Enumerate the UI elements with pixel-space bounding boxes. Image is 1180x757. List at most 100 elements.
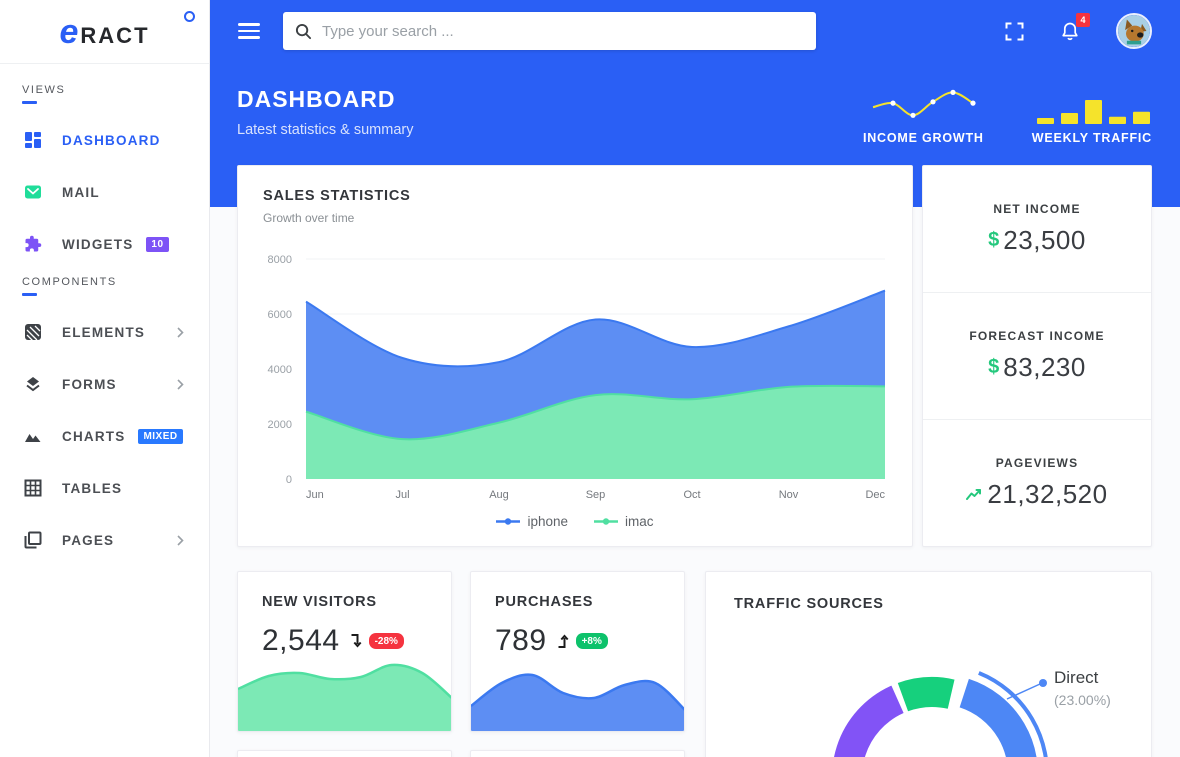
next-row-card	[237, 750, 452, 757]
notifications-button[interactable]: 4	[1060, 12, 1090, 42]
weekly-traffic-widget[interactable]: WEEKLY TRAFFIC	[1032, 84, 1152, 145]
donut-annotation-label: Direct (23.00%)	[1054, 668, 1111, 708]
topbar: 4	[210, 0, 1180, 62]
new-visitors-value: 2,544	[262, 624, 340, 657]
sidebar-nav: VIEWS DASHBOARD MAIL	[0, 64, 209, 566]
forecast-income-value: 83,230	[1003, 352, 1086, 382]
chevron-right-icon	[177, 535, 184, 546]
sales-card-subtitle: Growth over time	[263, 211, 355, 225]
trending-up-icon	[966, 489, 982, 500]
net-income-label: NET INCOME	[993, 202, 1081, 216]
net-income-value: 23,500	[1003, 225, 1086, 255]
hamburger-menu-icon[interactable]	[238, 19, 260, 43]
next-row-card	[470, 750, 685, 757]
mail-icon	[25, 185, 41, 199]
new-visitors-title: NEW VISITORS	[262, 594, 377, 610]
page-title: DASHBOARD	[237, 86, 396, 112]
visitors-change-badge: -28%	[368, 633, 404, 649]
dollar-sign: $	[988, 356, 1000, 378]
sidebar-item-label: FORMS	[62, 376, 117, 392]
sales-statistics-card: SALES STATISTICS Growth over time 0 2000 4…	[237, 165, 913, 547]
logo-row: e RACT	[0, 0, 209, 64]
sidebar-item-label: CHARTS	[62, 428, 126, 444]
new-visitors-card: NEW VISITORS 2,544 -28%	[237, 571, 452, 732]
sales-card-title: SALES STATISTICS	[263, 188, 411, 204]
donut-segment-percent: (23.00%)	[1054, 692, 1111, 708]
brand-logo[interactable]: e RACT	[59, 15, 149, 49]
sidebar-item-elements[interactable]: ELEMENTS	[0, 306, 209, 358]
notification-count-badge: 4	[1076, 12, 1090, 27]
legend-item-imac[interactable]: imac	[594, 514, 654, 529]
mountain-chart-icon	[25, 434, 41, 442]
svg-text:Aug: Aug	[489, 489, 509, 501]
fullscreen-icon	[1005, 22, 1024, 40]
legend-marker-green	[594, 518, 619, 525]
weekly-traffic-barchart	[1036, 100, 1150, 124]
sidebar-item-widgets[interactable]: WIDGETS 10	[0, 218, 209, 270]
fullscreen-button[interactable]	[1005, 22, 1024, 41]
svg-text:Nov: Nov	[779, 489, 799, 501]
net-income-stat: NET INCOME $ 23,500	[923, 166, 1151, 292]
purchases-card: PURCHASES 789 +8%	[470, 571, 685, 732]
sidebar-item-label: PAGES	[62, 532, 115, 548]
income-growth-label: INCOME GROWTH	[862, 131, 984, 145]
sidebar-item-label: DASHBOARD	[62, 132, 161, 148]
visitors-area-sparkline	[238, 663, 451, 731]
dollar-sign: $	[988, 229, 1000, 251]
pageviews-label: PAGEVIEWS	[995, 456, 1079, 470]
sidebar: e RACT VIEWS DASHBOARD	[0, 0, 210, 757]
purchases-area-sparkline	[471, 673, 684, 731]
pageviews-stat: PAGEVIEWS 21,32,520	[923, 419, 1151, 546]
chevron-right-icon	[177, 327, 184, 338]
sidebar-item-dashboard[interactable]: DASHBOARD	[0, 114, 209, 166]
legend-marker-blue	[496, 518, 521, 525]
nav-section-views-label: VIEWS	[22, 84, 66, 96]
svg-text:Oct: Oct	[683, 489, 700, 501]
svg-text:Dec: Dec	[865, 489, 885, 501]
puzzle-icon	[25, 235, 42, 252]
charts-mixed-badge: MIXED	[138, 428, 183, 444]
income-growth-widget[interactable]: INCOME GROWTH	[863, 84, 984, 145]
svg-text:6000: 6000	[268, 309, 292, 321]
arrow-turn-down-icon	[350, 633, 363, 649]
nav-section-components-label: COMPONENTS	[22, 276, 117, 288]
svg-text:Jul: Jul	[395, 489, 409, 501]
search-input[interactable]	[322, 22, 804, 40]
legend-label: iphone	[527, 514, 569, 529]
forecast-income-label: FORECAST INCOME	[969, 329, 1105, 343]
arrow-turn-up-icon	[557, 633, 570, 649]
forecast-income-stat: FORECAST INCOME $ 83,230	[923, 292, 1151, 419]
user-avatar[interactable]	[1116, 13, 1152, 49]
sidebar-item-label: TABLES	[62, 480, 123, 496]
sidebar-item-mail[interactable]: MAIL	[0, 166, 209, 218]
legend-item-iphone[interactable]: iphone	[496, 514, 568, 529]
sidebar-item-forms[interactable]: FORMS	[0, 358, 209, 410]
section-underline	[22, 293, 37, 296]
sidebar-item-charts[interactable]: CHARTS MIXED	[0, 410, 209, 462]
purchases-value: 789	[495, 624, 547, 657]
sidebar-item-label: WIDGETS	[62, 236, 134, 252]
purchases-change-badge: +8%	[575, 633, 608, 649]
sidebar-toggle-dot[interactable]	[184, 11, 195, 22]
sidebar-item-tables[interactable]: TABLES	[0, 462, 209, 514]
widgets-count-badge: 10	[146, 236, 169, 252]
sidebar-item-label: MAIL	[62, 184, 100, 200]
dashboard-grid-icon	[25, 132, 41, 148]
main-area: 4	[210, 0, 1180, 757]
sidebar-item-pages[interactable]: PAGES	[0, 514, 209, 566]
brand-logo-e: e	[59, 12, 79, 51]
weekly-traffic-label: WEEKLY TRAFFIC	[1031, 131, 1152, 145]
donut-segment-name: Direct	[1054, 668, 1099, 687]
search-icon	[295, 23, 312, 39]
section-underline	[22, 101, 37, 104]
svg-text:Jun: Jun	[306, 489, 324, 501]
svg-text:2000: 2000	[268, 419, 292, 431]
income-growth-sparkline	[873, 89, 976, 118]
legend-label: imac	[625, 514, 654, 529]
sales-area-chart: 0 2000 4000 6000 8000 Jun Jul Aug Sep Oct Nov Dec	[268, 254, 886, 501]
nav-section-components: COMPONENTS	[0, 276, 209, 296]
pageviews-value: 21,32,520	[987, 479, 1108, 509]
pages-icon	[24, 531, 42, 549]
traffic-donut-chart[interactable]	[706, 572, 1152, 757]
purchases-title: PURCHASES	[495, 594, 594, 610]
